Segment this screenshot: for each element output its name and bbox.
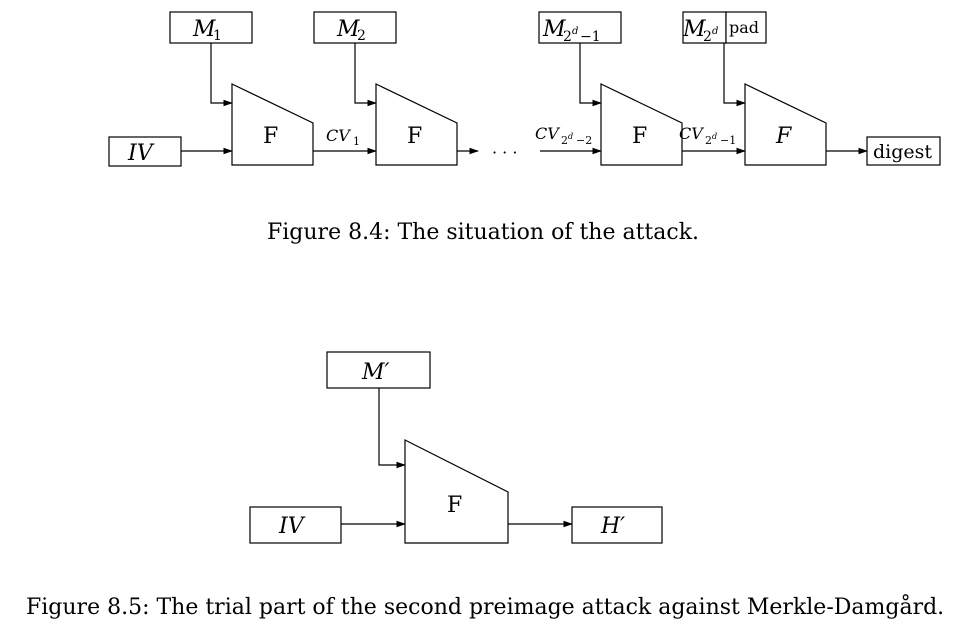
svg-text:M: M (542, 17, 566, 42)
svg-text:IV: IV (127, 141, 155, 166)
svg-text:F: F (632, 124, 647, 149)
svg-text:M: M (336, 17, 360, 42)
svg-text:2: 2 (357, 28, 366, 44)
label-cv1: CV 1 (326, 126, 360, 148)
ellipsis: · · · (492, 143, 517, 162)
svg-text:CV: CV (535, 124, 560, 143)
compression-block-trial: F (404, 439, 509, 544)
svg-text:CV: CV (326, 126, 351, 145)
message-box-m1: M 1 (169, 11, 253, 44)
svg-text:d: d (712, 132, 717, 141)
message-box-m2d-minus-1: M 2 d −1 (538, 11, 622, 45)
arrow-mprime-to-f (378, 388, 406, 469)
svg-text:2: 2 (563, 29, 572, 45)
caption-figure-8-5: Figure 8.5: The trial part of the second… (26, 593, 944, 620)
svg-text:2: 2 (703, 29, 712, 45)
iv-box-2: IV (249, 506, 342, 544)
svg-text:CV: CV (679, 124, 704, 143)
figure-8-5: M′ IV F H′ Figure 8.5: The trial part of… (26, 351, 944, 620)
message-box-mprime: M′ (326, 351, 431, 389)
svg-text:2: 2 (561, 134, 568, 147)
svg-text:M: M (682, 17, 706, 42)
svg-text:IV: IV (278, 514, 306, 539)
svg-text:F: F (407, 124, 422, 149)
svg-text:F: F (775, 124, 792, 149)
svg-text:−2: −2 (576, 134, 592, 147)
svg-text:1: 1 (353, 135, 360, 148)
svg-text:d: d (572, 26, 578, 37)
svg-text:F: F (447, 493, 462, 518)
svg-text:d: d (568, 132, 573, 141)
svg-text:M′: M′ (361, 360, 390, 385)
compression-block-2: F (375, 83, 458, 166)
label-cv2d-minus-1: CV 2 d −1 (679, 124, 736, 147)
svg-text:F: F (263, 124, 278, 149)
svg-text:M: M (192, 17, 216, 42)
label-cv2d-minus-2: CV 2 d −2 (535, 124, 592, 147)
message-box-m2: M 2 (313, 11, 397, 44)
svg-text:digest: digest (873, 141, 932, 163)
compression-block-1: F (231, 83, 314, 166)
svg-text:−1: −1 (580, 29, 601, 45)
arrow-m1-to-f1 (210, 43, 233, 107)
svg-text:2: 2 (705, 134, 712, 147)
caption-figure-8-4: Figure 8.4: The situation of the attack. (267, 220, 699, 245)
arrow-m3-to-f3 (579, 43, 602, 107)
compression-block-4: F (744, 83, 827, 166)
svg-text:1: 1 (213, 28, 222, 44)
arrow-m4-to-f4 (723, 43, 746, 107)
iv-box: IV (108, 136, 182, 167)
svg-text:d: d (712, 26, 718, 37)
arrow-m2-to-f2 (354, 43, 377, 107)
svg-text:H′: H′ (600, 514, 625, 539)
compression-block-3: F (600, 83, 683, 166)
message-box-m2d-pad: M 2 d pad (682, 11, 767, 45)
output-box-hprime: H′ (571, 506, 663, 544)
digest-box: digest (866, 136, 941, 166)
svg-text:pad: pad (729, 18, 759, 37)
svg-text:−1: −1 (720, 134, 736, 147)
figure-8-4: M 1 M 2 M 2 d −1 M 2 d pad IV (108, 11, 941, 245)
